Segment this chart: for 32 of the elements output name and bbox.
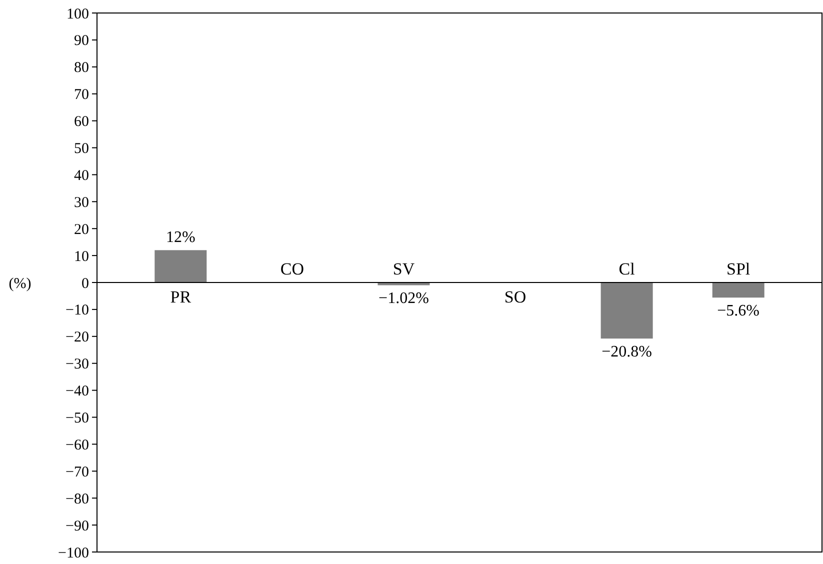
y-tick-label: 40: [74, 168, 89, 184]
x-tick-label: PR: [170, 288, 192, 306]
y-tick-label: −90: [66, 518, 89, 534]
y-tick-label: −80: [66, 491, 89, 508]
y-tick-label: −20: [66, 330, 89, 346]
data-label: −5.6%: [717, 302, 760, 320]
y-tick-label: 60: [74, 114, 89, 130]
y-tick-label: −50: [66, 410, 89, 426]
data-label: −1.02%: [378, 290, 429, 308]
x-tick-label: CO: [280, 260, 304, 278]
y-tick-label: −10: [66, 302, 89, 319]
y-tick-label: 70: [74, 87, 89, 104]
y-tick-label: 90: [74, 33, 89, 50]
y-axis-title: (%): [8, 276, 32, 292]
x-tick-label: Cl: [618, 260, 636, 278]
y-tick-label: 80: [74, 60, 89, 76]
y-tick-label: −40: [66, 384, 89, 400]
y-tick-label: −30: [66, 356, 89, 373]
y-tick-label: 100: [66, 6, 89, 22]
y-tick-label: 50: [74, 141, 89, 157]
y-tick-label: −100: [58, 545, 89, 562]
x-tick-label: SV: [392, 260, 416, 278]
y-tick-label: 20: [74, 222, 89, 238]
x-tick-label: SPl: [726, 260, 750, 278]
y-tick-label: −70: [66, 464, 89, 480]
data-label: 12%: [166, 229, 196, 246]
y-tick-label: 30: [74, 194, 89, 211]
y-tick-label: 10: [74, 248, 89, 265]
y-tick-label: 0: [82, 276, 89, 292]
x-tick-label: SO: [504, 288, 526, 306]
y-tick-label: −60: [66, 437, 89, 454]
data-label: −20.8%: [602, 344, 652, 361]
